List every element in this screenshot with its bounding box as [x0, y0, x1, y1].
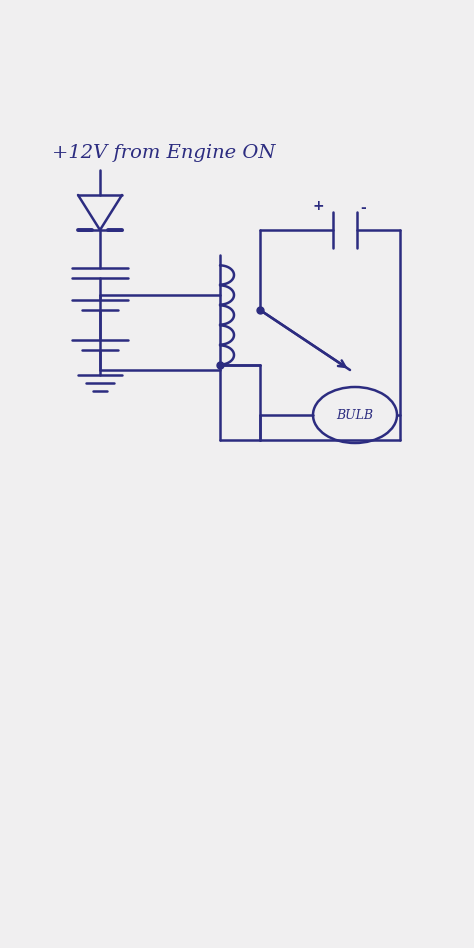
Text: BULB: BULB [337, 409, 374, 422]
Text: +: + [313, 199, 325, 213]
Text: -: - [360, 201, 366, 215]
Text: +12V from Engine ON: +12V from Engine ON [52, 144, 275, 162]
